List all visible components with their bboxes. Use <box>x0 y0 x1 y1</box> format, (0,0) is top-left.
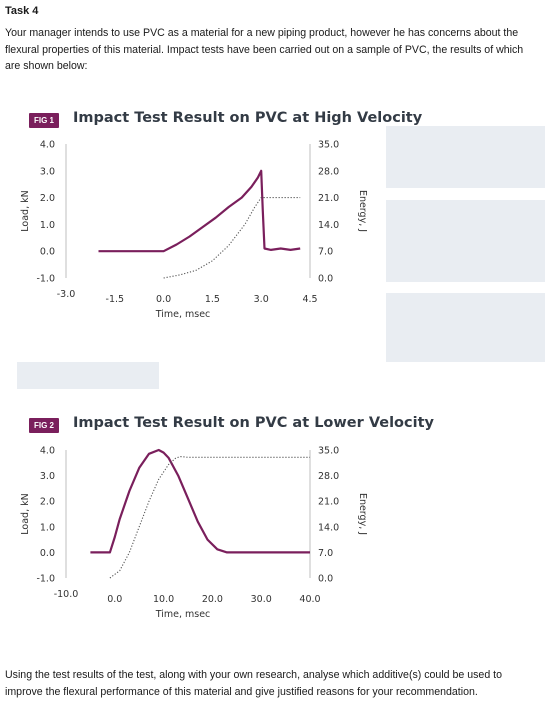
fig1-y2-tick-label: 21.0 <box>318 193 339 204</box>
fig1-y2-tick-label: 14.0 <box>318 220 339 231</box>
fig2-y-tick-label: 3.0 <box>40 471 55 482</box>
fig1-y-tick-label: 3.0 <box>40 166 55 177</box>
decor-panel-right <box>386 293 545 362</box>
fig2-y-tick-label: -1.0 <box>36 574 55 585</box>
fig2-load-line <box>90 448 310 554</box>
task-question: Using the test results of the test, alon… <box>5 669 502 698</box>
fig1-y-tick-label: 2.0 <box>40 193 55 204</box>
fig2-x-tick-label: 30.0 <box>251 594 272 605</box>
fig2-x-tick-label: 10.0 <box>153 594 174 605</box>
fig1-x-tick-label: -3.0 <box>57 289 76 300</box>
fig2-y2-tick-label: 14.0 <box>318 522 339 533</box>
fig1-y2-axis-label: Energy, J <box>357 190 368 232</box>
decor-panel-right <box>386 126 545 188</box>
fig2-badge: FIG 2 <box>29 418 60 433</box>
fig2-y2-tick-label: 0.0 <box>318 574 333 585</box>
fig1-badge: FIG 1 <box>29 113 60 128</box>
decor-panel-right <box>386 200 545 282</box>
fig1-y-axis-label: Load, kN <box>20 190 31 231</box>
fig2-x-tick-label: 40.0 <box>299 594 320 605</box>
fig2-y-tick-label: 1.0 <box>40 522 55 533</box>
fig1-y-tick-label: 0.0 <box>40 247 55 258</box>
fig2-title: Impact Test Result on PVC at Lower Veloc… <box>73 415 434 431</box>
fig2-y2-axis-label: Energy, J <box>357 493 368 535</box>
fig1-y-tick-label: -1.0 <box>36 274 55 285</box>
fig1-y2-tick-label: 7.0 <box>318 247 333 258</box>
fig1-y-tick-label: 1.0 <box>40 220 55 231</box>
fig2-y2-tick-label: 21.0 <box>318 497 339 508</box>
fig1-x-tick-label: 3.0 <box>254 294 269 305</box>
fig2-y-tick-label: 4.0 <box>40 446 55 457</box>
fig2-energy-line <box>109 456 310 579</box>
fig2-y2-tick-label: 7.0 <box>318 548 333 559</box>
fig2-y2-tick-label: 28.0 <box>318 471 339 482</box>
fig1-y2-tick-label: 0.0 <box>318 274 333 285</box>
task-title: Task 4 <box>5 5 39 17</box>
fig1-x-tick-label: 1.5 <box>205 294 220 305</box>
decor-panel-left <box>17 362 159 389</box>
fig1-x-tick-label: 4.5 <box>302 294 317 305</box>
fig1-energy-line <box>163 197 301 279</box>
fig2-x-tick-label: 0.0 <box>107 594 122 605</box>
fig1-y-tick-label: 4.0 <box>40 140 55 151</box>
fig2-x-tick-label: 20.0 <box>202 594 223 605</box>
fig1-x-tick-label: 0.0 <box>156 294 171 305</box>
task-intro: Your manager intends to use PVC as a mat… <box>5 27 524 72</box>
fig1-y2-tick-label: 35.0 <box>318 140 339 151</box>
fig1-title: Impact Test Result on PVC at High Veloci… <box>73 110 423 126</box>
fig1-chart: 4.0 3.0 2.0 1.0 0.0 -1.0 35.0 28.0 21.0 14.0 7.0 0.… <box>20 140 368 321</box>
fig2-y-tick-label: 2.0 <box>40 497 55 508</box>
fig2-chart: 4.0 3.0 2.0 1.0 0.0 -1.0 35.0 28.0 21.0 14.0 7.0 0.… <box>20 446 368 621</box>
fig2-y-axis-label: Load, kN <box>20 493 31 534</box>
fig1-y2-tick-label: 28.0 <box>318 166 339 177</box>
fig1-x-axis-label: Time, msec <box>155 309 211 320</box>
fig2-x-axis-label: Time, msec <box>155 609 211 620</box>
fig2-y2-tick-label: 35.0 <box>318 446 339 457</box>
fig1-load-line <box>98 169 301 253</box>
fig1-x-tick-label: -1.5 <box>106 294 125 305</box>
fig2-y-tick-label: 0.0 <box>40 548 55 559</box>
fig2-x-tick-label: -10.0 <box>54 589 79 600</box>
